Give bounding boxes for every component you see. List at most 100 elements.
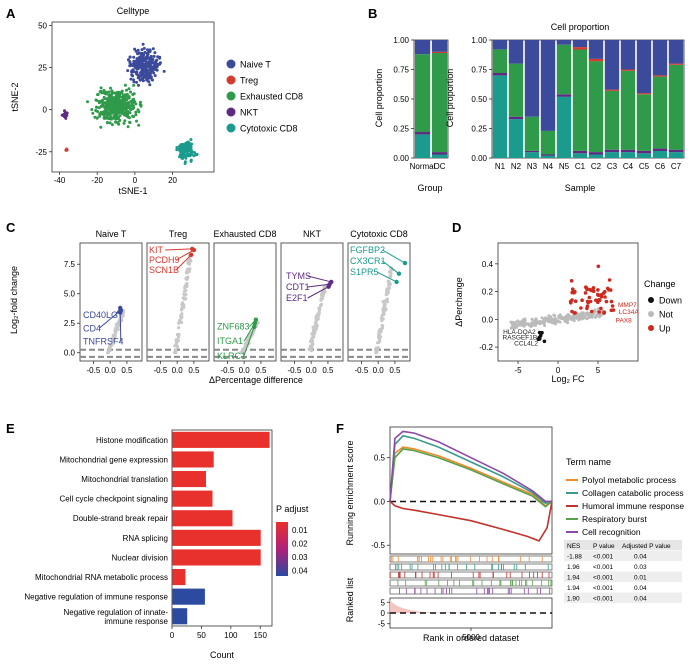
up-gene-point xyxy=(571,287,575,292)
gene-leader-line xyxy=(243,326,255,356)
gene-point xyxy=(377,336,381,340)
panel-a-frame xyxy=(51,21,215,173)
facet-title: Exhausted CD8 xyxy=(213,229,276,239)
term-label-line2: immune response xyxy=(104,617,168,626)
panel-f-xlabel: Rank in ordered dataset xyxy=(423,633,520,643)
highlight-gene-point xyxy=(253,317,259,322)
tsne-point xyxy=(153,63,157,67)
stacked-bar-segment xyxy=(414,132,431,135)
tsne-point xyxy=(91,111,95,115)
gene-point xyxy=(518,323,522,327)
tsne-point xyxy=(190,142,194,146)
stacked-bar-segment xyxy=(588,58,604,62)
tsne-point xyxy=(119,90,123,94)
facet-frame xyxy=(79,242,143,362)
x-tick-label: 0.5 xyxy=(322,366,334,375)
gene-point xyxy=(177,321,181,325)
gene-point xyxy=(182,305,186,309)
gene-point xyxy=(566,316,570,320)
gene-point xyxy=(381,324,385,328)
gene-label: LC34A xyxy=(619,309,640,316)
tsne-point xyxy=(152,54,156,58)
panel-f-letter: F xyxy=(336,421,344,436)
y-tick-label: 2.5 xyxy=(64,319,76,328)
gene-point xyxy=(552,319,556,323)
tsne-point xyxy=(128,55,132,59)
panel-e-xlabel: Count xyxy=(210,650,235,660)
table-row-bg xyxy=(564,571,682,582)
tsne-point xyxy=(115,90,119,94)
gene-point xyxy=(184,284,188,288)
gene-leader-line xyxy=(175,249,195,261)
tsne-point xyxy=(137,110,141,114)
term-label: Mitochondrial translation xyxy=(81,475,168,484)
gene-label: TYMS xyxy=(286,271,311,281)
term-label: Negative regulation of immune response xyxy=(24,593,168,602)
x-tick-label: 0 xyxy=(556,366,561,375)
x-tick-label: -0.5 xyxy=(221,366,235,375)
stacked-bar-segment xyxy=(508,40,524,64)
x-tick-label: 0.0 xyxy=(239,366,251,375)
stacked-bar-segment xyxy=(668,149,684,153)
y-tick-label: 0.00 xyxy=(393,154,409,163)
tsne-point xyxy=(95,105,98,109)
tsne-point xyxy=(142,66,146,70)
y-tick-label: 5.0 xyxy=(64,290,76,299)
gene-leader-line xyxy=(307,286,329,299)
tsne-point xyxy=(103,111,107,115)
tsne-point xyxy=(129,77,133,81)
stacked-bar-segment xyxy=(572,47,588,50)
tsne-point xyxy=(131,74,135,78)
up-gene-point xyxy=(580,298,584,303)
tsne-point xyxy=(102,116,106,120)
tsne-point xyxy=(134,102,138,106)
panel-d-legend: Down Not Up xyxy=(648,296,682,334)
up-gene-point xyxy=(596,293,601,298)
tsne-point xyxy=(122,94,125,98)
enrichment-line xyxy=(389,448,553,508)
gene-leader-line xyxy=(98,309,122,329)
stacked-bar-segment xyxy=(588,152,604,155)
up-gene-point xyxy=(607,278,612,282)
tsne-point xyxy=(114,116,118,120)
tsne-point xyxy=(183,160,187,164)
tsne-point xyxy=(139,60,143,63)
tsne-point xyxy=(123,99,127,103)
y-tick-label: 0.0 xyxy=(482,315,494,324)
y-tick-label: 50 xyxy=(38,21,47,30)
panel-c: C Naive T CD40LG CD4 TNFRSF4 -0.5 0.0 0.5 0.0 2.… xyxy=(6,220,411,385)
table-cell: 0.04 xyxy=(634,585,647,592)
tsne-point xyxy=(125,88,128,92)
gene-point xyxy=(387,270,392,274)
gene-point xyxy=(321,293,325,297)
table-cell: <0.001 xyxy=(593,564,613,571)
panel-a-legend: Naive T Treg Exhausted CD8 NKT Cytotoxic CD8 xyxy=(226,59,303,134)
x-tick-label: 0.5 xyxy=(121,366,133,375)
up-gene-point xyxy=(588,287,592,292)
tsne-point xyxy=(132,97,136,101)
tsne-point xyxy=(64,111,68,115)
hit-strip xyxy=(389,563,553,571)
legend-label: Humoral immune response xyxy=(582,501,684,511)
tsne-point xyxy=(107,105,111,109)
up-gene-point xyxy=(573,299,578,304)
tsne-point xyxy=(94,109,98,112)
up-gene-point xyxy=(579,306,583,310)
tsne-point xyxy=(107,117,111,121)
stacked-bar-segment xyxy=(508,116,524,120)
tsne-point xyxy=(151,78,154,82)
tsne-point xyxy=(162,69,166,73)
up-gene-point xyxy=(599,306,603,311)
gene-point xyxy=(107,350,111,354)
category-label: OC xyxy=(434,162,446,171)
x-tick-label: 0.5 xyxy=(188,366,200,375)
tsne-point xyxy=(180,156,184,160)
tsne-point xyxy=(107,90,111,94)
panel-f-ylabel2: Ranked list xyxy=(345,577,355,622)
table-cell: 0.04 xyxy=(634,596,647,603)
stacked-bar-segment xyxy=(431,152,448,155)
